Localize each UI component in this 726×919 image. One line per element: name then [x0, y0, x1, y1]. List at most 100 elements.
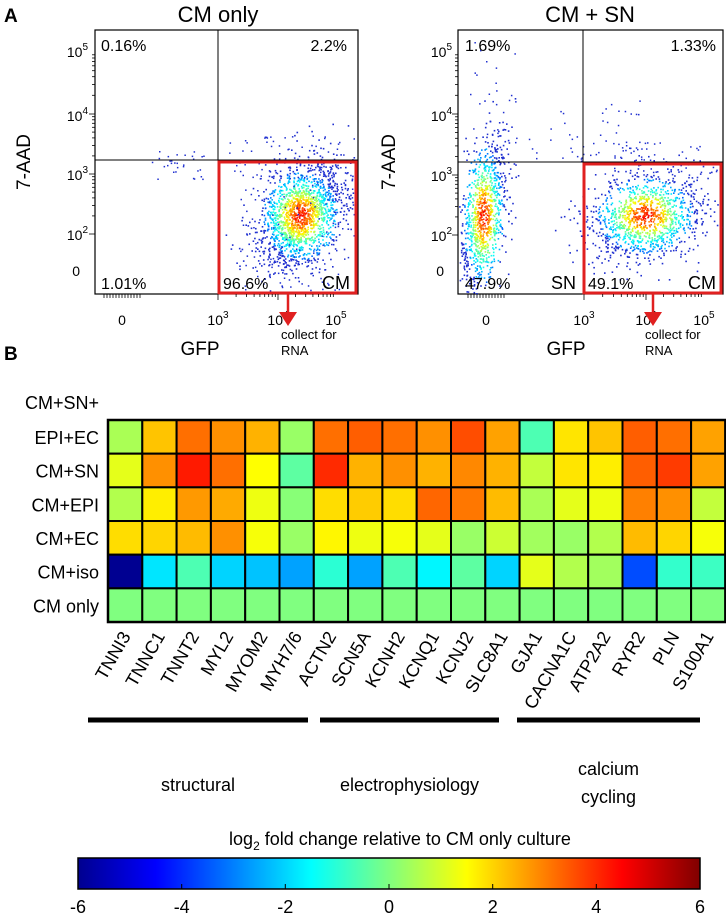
event-dot	[309, 213, 311, 215]
event-dot	[319, 200, 321, 203]
event-dot	[312, 210, 315, 213]
event-dot	[681, 184, 684, 186]
event-dot	[289, 219, 291, 221]
event-dot	[644, 185, 646, 187]
event-dot	[648, 260, 651, 262]
event-dot	[263, 221, 266, 223]
event-dot	[637, 248, 640, 250]
event-dot	[636, 257, 639, 259]
event-dot	[260, 177, 262, 180]
event-dot	[626, 235, 629, 237]
event-dot	[472, 221, 475, 224]
event-dot	[626, 278, 628, 281]
event-dot	[618, 110, 620, 112]
event-dot	[345, 203, 348, 205]
event-dot	[313, 250, 315, 252]
event-dot	[644, 221, 646, 224]
event-dot	[293, 218, 295, 220]
event-dot	[282, 241, 284, 244]
event-dot	[474, 208, 476, 211]
event-dot	[700, 218, 703, 220]
event-dot	[670, 214, 672, 217]
event-dot	[289, 208, 292, 211]
event-dot	[647, 240, 650, 243]
event-dot	[686, 215, 689, 218]
y-tick-10e3: 103	[67, 165, 89, 183]
event-dot	[319, 243, 322, 245]
event-dot	[657, 244, 659, 246]
event-dot	[487, 249, 489, 252]
event-dot	[657, 218, 660, 220]
event-dot	[271, 205, 273, 208]
event-dot	[317, 234, 319, 237]
heatmap-cell	[278, 520, 315, 556]
event-dot	[337, 273, 340, 276]
event-dot	[304, 204, 307, 207]
heatmap-cell	[484, 452, 521, 489]
event-dot	[257, 190, 259, 192]
event-dot	[477, 179, 480, 181]
event-dot	[650, 191, 652, 193]
event-dot	[273, 224, 275, 227]
x-axis-label: GFP	[180, 339, 219, 360]
event-dot	[465, 198, 467, 201]
event-dot	[324, 269, 327, 271]
event-dot	[277, 265, 280, 267]
event-dot	[573, 217, 575, 220]
event-dot	[305, 238, 307, 241]
event-dot	[494, 172, 496, 174]
event-dot	[504, 177, 507, 179]
event-dot	[486, 177, 489, 180]
event-dot	[290, 202, 292, 205]
event-dot	[481, 174, 483, 177]
event-dot	[310, 193, 312, 195]
event-dot	[291, 208, 294, 210]
event-dot	[712, 166, 715, 169]
event-dot	[681, 216, 684, 219]
event-dot	[671, 220, 673, 223]
event-dot	[315, 207, 317, 209]
event-dot	[583, 153, 585, 156]
event-dot	[263, 263, 266, 266]
event-dot	[284, 183, 286, 185]
event-dot	[240, 198, 242, 201]
event-dot	[634, 193, 636, 195]
event-dot	[651, 238, 654, 241]
heatmap-cell	[347, 587, 384, 624]
event-dot	[294, 217, 297, 220]
event-dot	[662, 220, 664, 223]
y-tick-10e4: 104	[431, 106, 453, 124]
event-dot	[628, 225, 631, 228]
event-dot	[287, 239, 289, 241]
event-dot	[275, 228, 277, 230]
event-dot	[636, 172, 638, 174]
event-dot	[636, 233, 638, 235]
event-dot	[271, 263, 274, 266]
event-dot	[332, 173, 335, 175]
event-dot	[297, 224, 299, 226]
event-dot	[199, 169, 202, 171]
event-dot	[609, 186, 611, 188]
event-dot	[594, 244, 597, 247]
event-dot	[639, 232, 642, 234]
event-dot	[288, 265, 291, 267]
event-dot	[619, 244, 622, 247]
event-dot	[472, 171, 475, 174]
event-dot	[611, 271, 614, 273]
heatmap-cell	[244, 520, 281, 556]
event-dot	[646, 227, 648, 229]
event-dot	[607, 246, 609, 249]
event-dot	[313, 230, 315, 233]
event-dot	[474, 194, 477, 197]
event-dot	[325, 221, 328, 224]
event-dot	[465, 253, 467, 255]
event-dot	[665, 219, 668, 221]
event-dot	[300, 177, 303, 180]
event-dot	[656, 215, 658, 217]
event-dot	[679, 206, 681, 209]
event-dot	[338, 198, 340, 201]
event-dot	[264, 207, 267, 209]
event-dot	[268, 175, 271, 178]
event-dot	[330, 204, 332, 207]
event-dot	[647, 257, 650, 260]
